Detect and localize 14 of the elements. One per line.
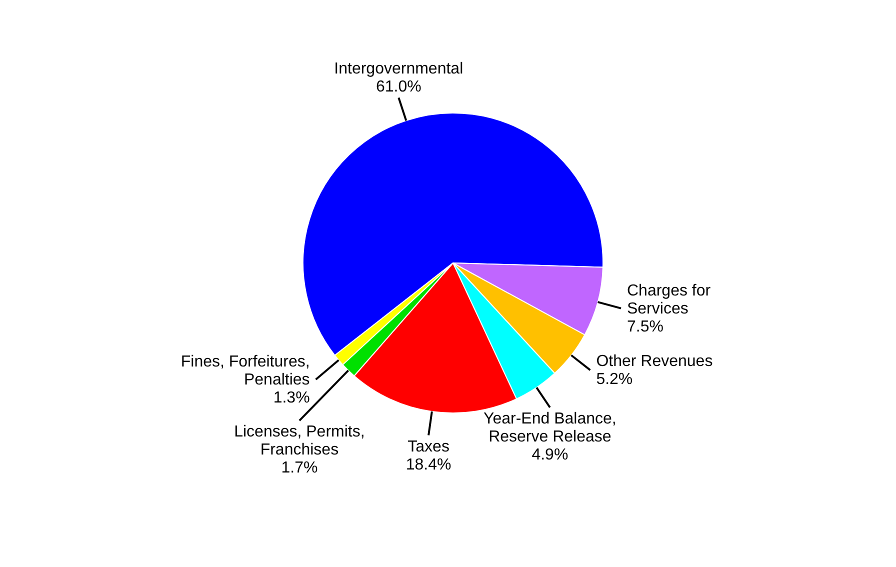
data-label: 61.0% [376,78,422,96]
slice-label: Taxes [408,438,450,456]
data-label: 4.9% [532,446,568,464]
data-label: 1.7% [281,460,318,477]
slice-label: Fines, Forfeitures, Penalties [180,354,310,389]
slice-label: Charges for Services [626,282,712,318]
slice-label: Licenses, Permits, Franchises [234,424,365,459]
data-label: 18.4% [406,456,452,474]
slice-label: Intergovernmental [334,60,464,78]
data-label: 7.5% [626,318,664,336]
slice-label: Year-End Balance, Reserve Release [484,410,616,446]
slice-label: Other Revenues [596,353,713,370]
data-label: 5.2% [596,371,633,388]
data-label: 1.3% [273,390,310,407]
